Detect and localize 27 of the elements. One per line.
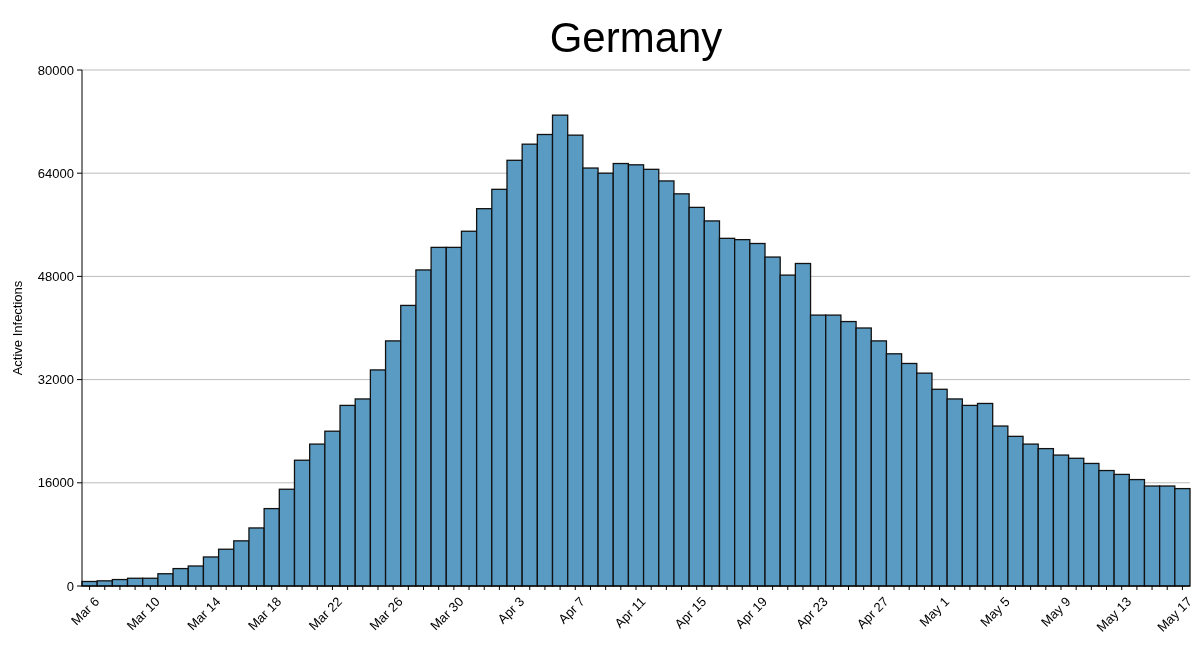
x-tick-label: Mar 10 xyxy=(123,593,163,634)
x-tick-label: May 13 xyxy=(1093,593,1135,635)
x-tick-label: Mar 18 xyxy=(245,593,285,634)
chart-title: Germany xyxy=(549,14,723,61)
x-tick-label: Mar 6 xyxy=(68,593,103,629)
y-tick-label: 80000 xyxy=(37,62,74,78)
x-tick-label: May 9 xyxy=(1037,593,1074,630)
x-tick-label: Mar 30 xyxy=(427,593,467,634)
x-tick-label: Apr 15 xyxy=(671,593,710,632)
x-tick-label: Apr 11 xyxy=(611,593,649,631)
x-tick-label: Apr 19 xyxy=(732,593,770,632)
x-tick-label: Apr 23 xyxy=(793,593,831,632)
y-tick-label: 0 xyxy=(66,578,74,594)
x-tick-label: Apr 7 xyxy=(555,593,588,627)
x-tick-label: May 5 xyxy=(977,593,1013,630)
y-tick-label: 32000 xyxy=(37,372,74,388)
y-tick-label: 16000 xyxy=(37,475,74,491)
x-tick-label: Apr 3 xyxy=(494,593,528,627)
x-tick-label: Mar 14 xyxy=(184,593,224,634)
x-tick-label: May 17 xyxy=(1154,593,1195,635)
y-tick-label: 64000 xyxy=(37,165,74,181)
y-tick-label: 48000 xyxy=(37,268,74,284)
x-tick-label: May 1 xyxy=(916,593,953,630)
y-axis-title: Active Infections xyxy=(10,280,25,376)
x-tick-label: Mar 22 xyxy=(305,593,345,634)
x-tick-label: Apr 27 xyxy=(853,593,892,632)
x-tick-label: Mar 26 xyxy=(366,593,406,634)
